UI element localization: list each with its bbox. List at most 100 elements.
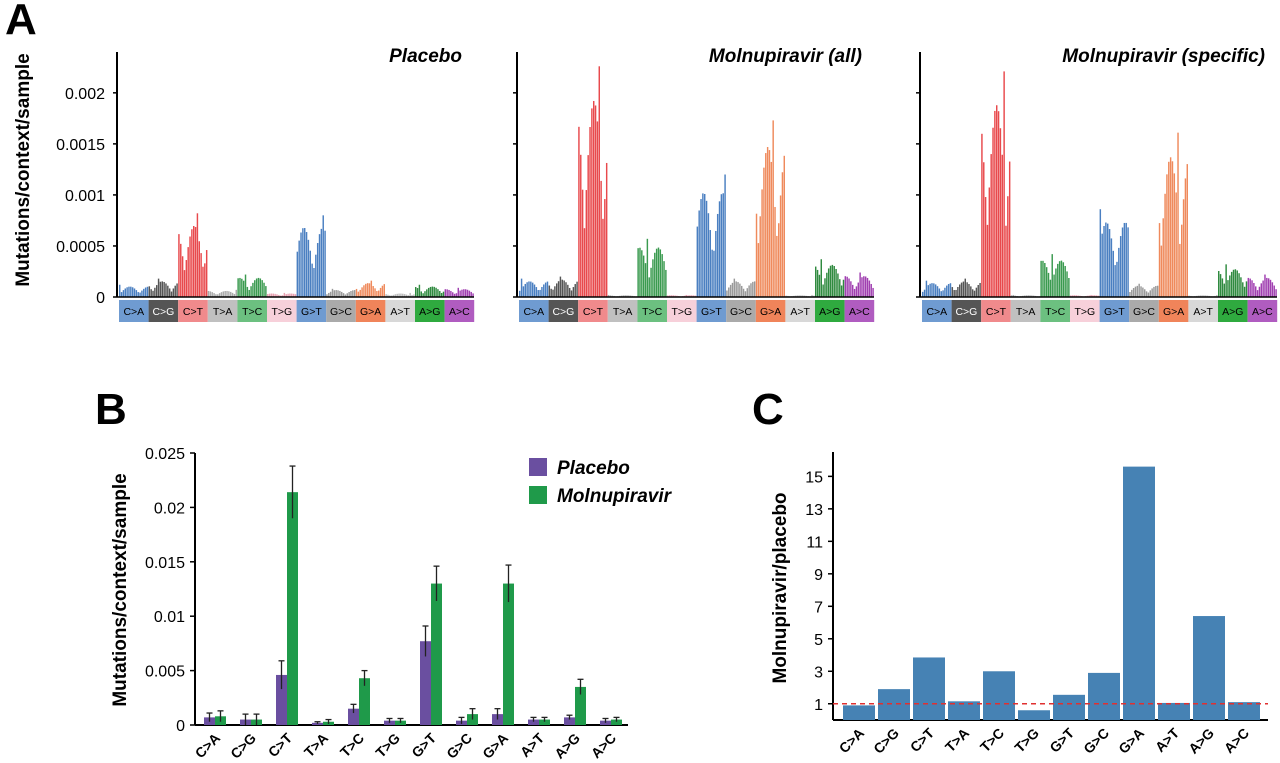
context-bar xyxy=(326,294,328,297)
context-bar xyxy=(156,285,158,297)
context-bar xyxy=(448,289,450,297)
axis-title-y: Mutations/context/sample xyxy=(110,473,131,706)
ratio-bar xyxy=(878,689,910,720)
context-bar xyxy=(949,283,952,297)
context-label: G>T xyxy=(1104,306,1125,318)
context-bar xyxy=(1092,295,1094,297)
context-bar xyxy=(759,216,761,297)
context-bar xyxy=(1068,278,1070,297)
context-bar xyxy=(578,126,580,297)
context-bar xyxy=(1010,295,1013,297)
context-bar xyxy=(1107,223,1109,297)
context-bar xyxy=(855,286,858,297)
context-bar xyxy=(552,289,554,297)
context-bar xyxy=(1045,267,1048,297)
xtick-label: C>T xyxy=(907,724,938,755)
context-bar xyxy=(146,286,149,297)
context-bar xyxy=(1221,278,1224,297)
context-label-box xyxy=(1040,300,1070,322)
bar-molnupiravir xyxy=(503,583,514,725)
context-bar xyxy=(1049,279,1052,297)
context-label-box xyxy=(178,300,208,322)
context-bar xyxy=(366,283,369,297)
context-bar xyxy=(1131,289,1133,297)
xtick-label: A>C xyxy=(588,730,619,761)
ytick-label: 0.0015 xyxy=(56,137,105,154)
context-bar xyxy=(1040,260,1042,297)
context-bar xyxy=(1177,132,1179,297)
context-bar xyxy=(239,277,241,297)
context-label-box xyxy=(119,300,149,322)
context-bar xyxy=(455,293,458,297)
context-bar xyxy=(946,285,948,297)
context-bar xyxy=(531,282,534,297)
context-bar xyxy=(1266,277,1268,297)
context-bar xyxy=(1134,286,1137,297)
context-bar xyxy=(1156,285,1159,297)
xtick-label: C>A xyxy=(836,725,867,756)
context-bar xyxy=(172,288,175,297)
context-label-box xyxy=(1070,300,1100,322)
context-bar xyxy=(739,283,741,297)
context-bar xyxy=(270,293,273,297)
context-bar xyxy=(554,286,556,297)
context-bar xyxy=(966,282,968,297)
ytick-label: 5 xyxy=(814,632,823,649)
context-bar xyxy=(672,295,674,297)
xtick-label: G>C xyxy=(1080,725,1112,757)
context-bar xyxy=(1256,290,1259,297)
context-bar xyxy=(1008,161,1011,297)
context-bar xyxy=(1258,286,1261,297)
context-bar xyxy=(1071,295,1074,297)
context-bar xyxy=(568,287,571,297)
context-bar xyxy=(181,256,184,297)
context-bar xyxy=(641,250,643,297)
context-label: T>A xyxy=(1016,306,1036,318)
context-label: G>T xyxy=(301,306,322,318)
context-bar xyxy=(461,289,463,297)
context-label: T>C xyxy=(242,306,263,318)
context-bar xyxy=(1249,278,1251,297)
context-bar xyxy=(220,292,223,297)
context-bar xyxy=(1060,260,1063,297)
legend-label: Placebo xyxy=(557,458,630,479)
context-bar xyxy=(459,290,461,297)
context-bar xyxy=(824,278,826,297)
context-bar xyxy=(755,213,758,297)
context-bar xyxy=(252,282,254,297)
context-bar xyxy=(1267,278,1270,297)
context-bar xyxy=(422,293,424,297)
axis-title-y: Mutations/context/sample xyxy=(13,53,34,286)
context-bar xyxy=(1047,272,1050,297)
context-bar xyxy=(1158,223,1161,297)
context-bar xyxy=(654,252,656,297)
context-bar xyxy=(720,194,723,297)
context-bar xyxy=(996,105,998,297)
context-bar xyxy=(927,285,929,297)
context-bar xyxy=(934,284,937,297)
context-bar xyxy=(570,290,573,297)
context-bar xyxy=(646,238,649,297)
context-bar xyxy=(365,283,367,297)
context-bar xyxy=(1149,290,1151,297)
context-bar xyxy=(811,294,813,297)
context-bar xyxy=(283,292,286,297)
context-bar xyxy=(357,291,360,297)
context-bar xyxy=(144,287,147,297)
context-bar xyxy=(864,276,867,297)
context-bar xyxy=(257,277,260,297)
context-bar xyxy=(968,283,970,297)
context-bar xyxy=(333,290,336,297)
context-bar xyxy=(1136,285,1139,297)
context-bar xyxy=(1223,283,1225,297)
context-bar xyxy=(1255,286,1257,297)
context-bar xyxy=(1031,295,1033,297)
context-bar xyxy=(559,276,562,297)
context-bar xyxy=(170,291,173,297)
xtick-label: A>G xyxy=(551,730,583,762)
context-label-box xyxy=(148,300,179,322)
context-bar xyxy=(457,287,459,297)
context-bar xyxy=(707,213,710,297)
context-label-box xyxy=(785,300,815,322)
context-bar xyxy=(379,287,382,297)
